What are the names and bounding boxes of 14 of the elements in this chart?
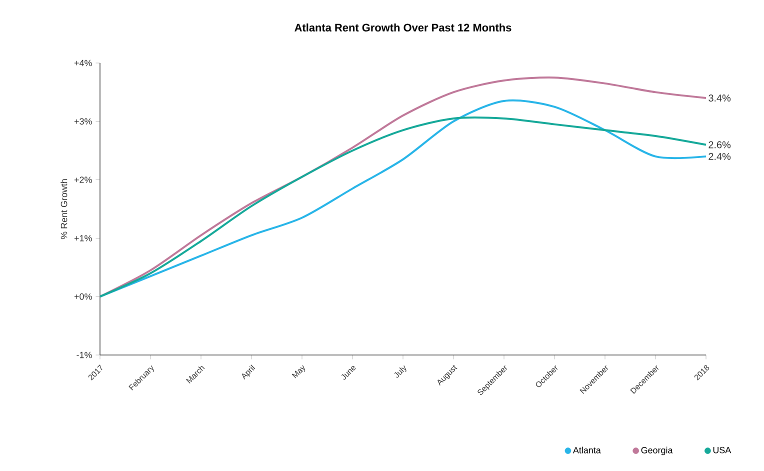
legend-label: USA bbox=[713, 446, 732, 454]
y-tick-label: +2% bbox=[74, 176, 92, 183]
legend-label: Atlanta bbox=[572, 446, 601, 454]
y-tick-label: +4% bbox=[74, 60, 92, 66]
annotation: 3.4% bbox=[708, 94, 731, 102]
annotation: 2.4% bbox=[708, 152, 731, 160]
y-tick-label: +1% bbox=[74, 235, 92, 242]
chart-title: Atlanta Rent Growth Over Past 12 Months bbox=[294, 23, 512, 32]
y-tick-label: +3% bbox=[74, 118, 92, 125]
y-tick-label: -1% bbox=[76, 352, 92, 358]
y-tick-label: +0% bbox=[74, 293, 92, 300]
y-axis-title: % Rent Growth bbox=[60, 179, 68, 240]
legend-label: Georgia bbox=[641, 446, 673, 456]
annotation: 2.6% bbox=[708, 141, 731, 148]
